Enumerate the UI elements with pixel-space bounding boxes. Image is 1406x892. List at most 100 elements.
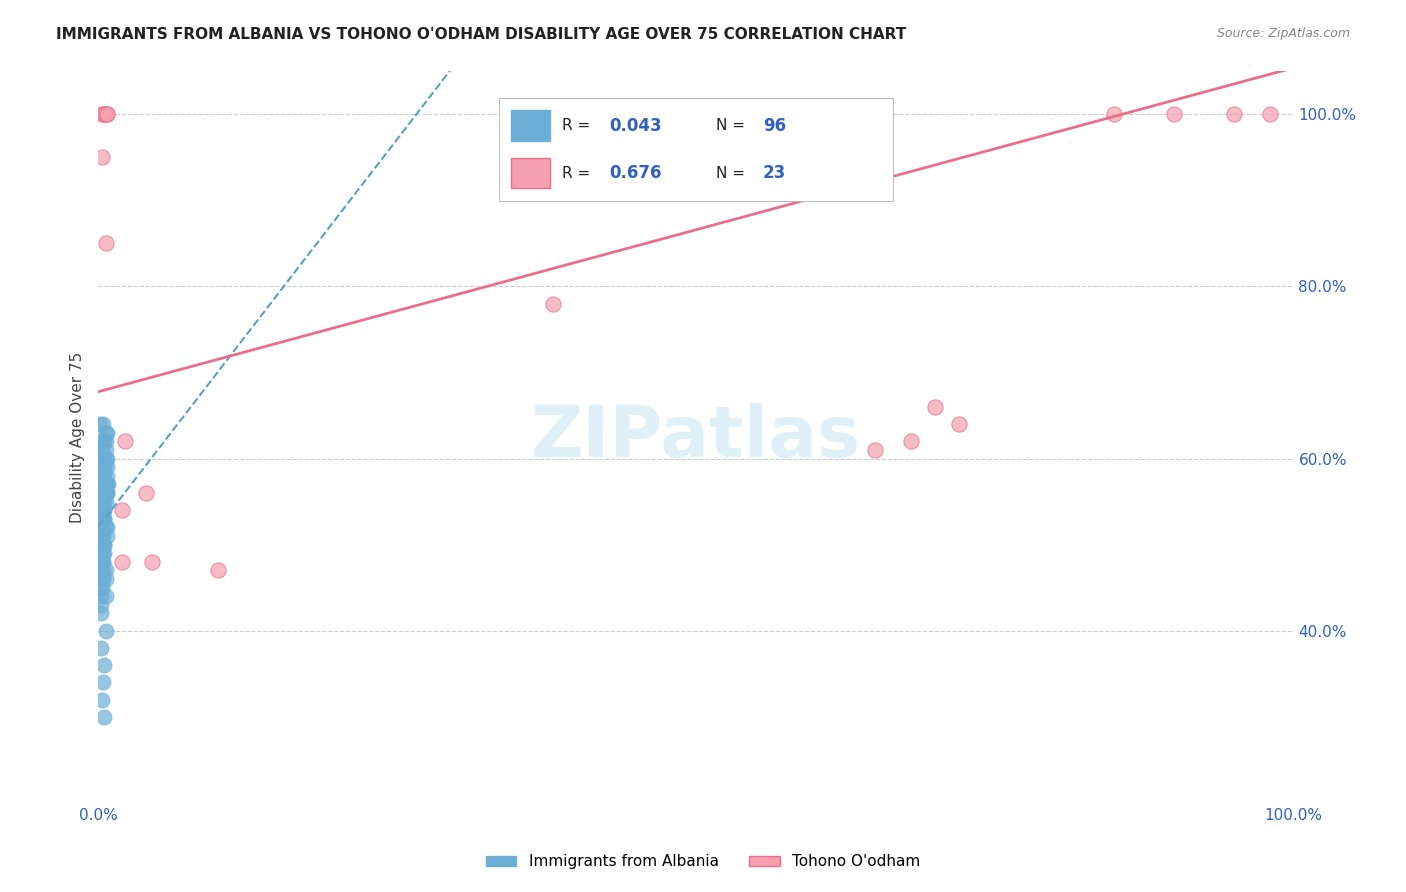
Legend: Immigrants from Albania, Tohono O'odham: Immigrants from Albania, Tohono O'odham xyxy=(479,848,927,875)
Point xyxy=(141,555,163,569)
Point xyxy=(948,417,970,432)
Point xyxy=(94,477,117,491)
Point xyxy=(91,520,114,534)
Point xyxy=(94,564,117,578)
Point xyxy=(91,451,114,466)
Point xyxy=(91,529,114,543)
Point xyxy=(96,520,118,534)
Point xyxy=(94,236,117,251)
Point xyxy=(93,451,115,466)
Point xyxy=(91,529,114,543)
Point xyxy=(93,434,115,449)
Point xyxy=(90,434,112,449)
Point xyxy=(93,451,115,466)
Point xyxy=(90,529,112,543)
Point xyxy=(93,658,115,673)
Point xyxy=(90,442,112,457)
Point xyxy=(93,494,115,508)
Point xyxy=(93,512,115,526)
Point xyxy=(94,572,117,586)
Point xyxy=(1223,107,1246,121)
Point xyxy=(865,442,887,457)
Point xyxy=(96,451,118,466)
Point xyxy=(91,692,114,706)
Point xyxy=(90,477,112,491)
Point xyxy=(96,477,118,491)
Point xyxy=(91,538,114,552)
Point xyxy=(541,296,564,310)
Point xyxy=(90,538,112,552)
Text: 0.043: 0.043 xyxy=(609,117,662,135)
Point xyxy=(93,503,115,517)
Text: N =: N = xyxy=(716,166,749,180)
Point xyxy=(90,538,112,552)
Point xyxy=(93,512,115,526)
Point xyxy=(91,451,114,466)
Point xyxy=(93,477,115,491)
Point xyxy=(91,512,114,526)
Point xyxy=(93,107,115,121)
Point xyxy=(91,486,114,500)
Point xyxy=(91,451,114,466)
Y-axis label: Disability Age Over 75: Disability Age Over 75 xyxy=(69,351,84,523)
Point xyxy=(91,529,114,543)
Point xyxy=(96,107,118,121)
Point xyxy=(90,546,112,560)
Point xyxy=(91,546,114,560)
Point xyxy=(93,486,115,500)
Point xyxy=(91,520,114,534)
Point xyxy=(91,417,114,432)
Point xyxy=(90,520,112,534)
Point xyxy=(91,675,114,690)
FancyBboxPatch shape xyxy=(510,158,550,188)
Point xyxy=(91,555,114,569)
Point xyxy=(93,468,115,483)
Point xyxy=(91,486,114,500)
Point xyxy=(96,529,118,543)
Text: 96: 96 xyxy=(763,117,786,135)
Point xyxy=(97,477,120,491)
Text: ZIPatlas: ZIPatlas xyxy=(531,402,860,472)
Point xyxy=(90,581,112,595)
Point xyxy=(96,107,118,121)
Point xyxy=(93,107,115,121)
Point xyxy=(207,564,229,578)
Point xyxy=(93,538,115,552)
Point xyxy=(1104,107,1126,121)
Point xyxy=(91,572,114,586)
Point xyxy=(94,107,117,121)
Point xyxy=(924,400,946,414)
Point xyxy=(91,546,114,560)
Text: IMMIGRANTS FROM ALBANIA VS TOHONO O'ODHAM DISABILITY AGE OVER 75 CORRELATION CHA: IMMIGRANTS FROM ALBANIA VS TOHONO O'ODHA… xyxy=(56,27,907,42)
Point xyxy=(89,417,111,432)
Point xyxy=(90,589,112,603)
Point xyxy=(1163,107,1185,121)
Point xyxy=(91,503,114,517)
Point xyxy=(91,512,114,526)
FancyBboxPatch shape xyxy=(510,111,550,141)
Point xyxy=(91,468,114,483)
Point xyxy=(94,494,117,508)
Point xyxy=(94,434,117,449)
Point xyxy=(91,520,114,534)
Point xyxy=(90,555,112,569)
Point xyxy=(111,503,134,517)
Point xyxy=(91,468,114,483)
Point xyxy=(91,503,114,517)
Text: R =: R = xyxy=(562,166,595,180)
Text: 0.676: 0.676 xyxy=(609,164,662,182)
Point xyxy=(93,460,115,475)
Point xyxy=(96,468,118,483)
Point xyxy=(94,520,117,534)
Point xyxy=(90,564,112,578)
Point xyxy=(91,555,114,569)
Point xyxy=(90,494,112,508)
Point xyxy=(94,425,117,440)
Point xyxy=(93,503,115,517)
Point xyxy=(91,460,114,475)
Point xyxy=(111,555,134,569)
Text: Source: ZipAtlas.com: Source: ZipAtlas.com xyxy=(1216,27,1350,40)
Point xyxy=(91,442,114,457)
Point xyxy=(89,468,111,483)
Point xyxy=(90,503,112,517)
